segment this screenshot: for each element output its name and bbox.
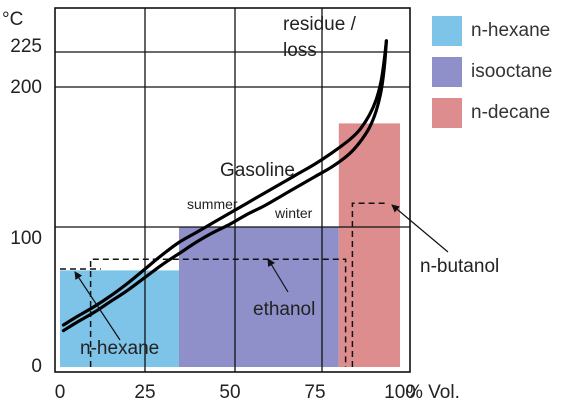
x-tick-label-100: 100 bbox=[384, 382, 416, 403]
plot-frame bbox=[54, 7, 411, 373]
y-tick-label-225: 225 bbox=[10, 36, 42, 57]
annotation-residue-line-1: residue / bbox=[283, 14, 357, 35]
annotation-residue-line-2: loss bbox=[283, 40, 317, 61]
y-tick-label-0: 0 bbox=[31, 356, 42, 377]
bar-n-decane bbox=[338, 123, 400, 368]
legend-swatch-n-hexane bbox=[432, 16, 462, 46]
component-bars bbox=[60, 123, 400, 368]
annotation-ethanol: ethanol bbox=[253, 299, 315, 320]
legend-item-isooctane: isooctane bbox=[432, 53, 552, 91]
bar-n-hexane bbox=[60, 270, 179, 367]
arrow-n-butanol bbox=[391, 204, 449, 253]
y-unit-label: °C bbox=[2, 9, 23, 30]
annotation-n-hexane: n-hexane bbox=[80, 338, 159, 359]
legend-label: isooctane bbox=[471, 61, 553, 82]
annotation-summer: summer bbox=[187, 196, 238, 212]
x-tick-label-0: 0 bbox=[55, 382, 66, 403]
curve-summer bbox=[61, 39, 388, 327]
x-unit-label: % Vol. bbox=[406, 382, 460, 403]
x-tick-label-50: 50 bbox=[219, 382, 240, 403]
arrow-ethanol bbox=[267, 258, 289, 293]
gasoline-curves bbox=[61, 39, 388, 333]
legend-label: n-hexane bbox=[471, 20, 551, 41]
x-tick-label-25: 25 bbox=[134, 382, 155, 403]
annotation-gasoline: Gasoline bbox=[220, 160, 295, 181]
annotation-n-butanol: n-butanol bbox=[420, 256, 499, 277]
annotation-winter: winter bbox=[274, 205, 313, 221]
legend: n-hexane isooctane n-decane bbox=[432, 12, 552, 135]
legend-swatch-n-decane bbox=[432, 98, 462, 128]
legend-swatch-isooctane bbox=[432, 57, 462, 87]
x-tick-label-75: 75 bbox=[304, 382, 325, 403]
grid bbox=[54, 7, 411, 373]
curve-winter bbox=[61, 39, 388, 333]
legend-item-n-hexane: n-hexane bbox=[432, 12, 552, 50]
bar-isooctane bbox=[179, 227, 339, 367]
dashed-n-butanol bbox=[351, 202, 387, 367]
legend-item-n-decane: n-decane bbox=[432, 94, 552, 132]
legend-label: n-decane bbox=[471, 102, 551, 123]
axis-ticks: 0 25 50 75 100 0 100 200 225 bbox=[10, 36, 416, 403]
y-tick-label-100: 100 bbox=[10, 228, 42, 249]
arrow-n-hexane bbox=[74, 271, 121, 341]
annotation-arrows bbox=[74, 204, 449, 341]
y-tick-label-200: 200 bbox=[10, 77, 42, 98]
